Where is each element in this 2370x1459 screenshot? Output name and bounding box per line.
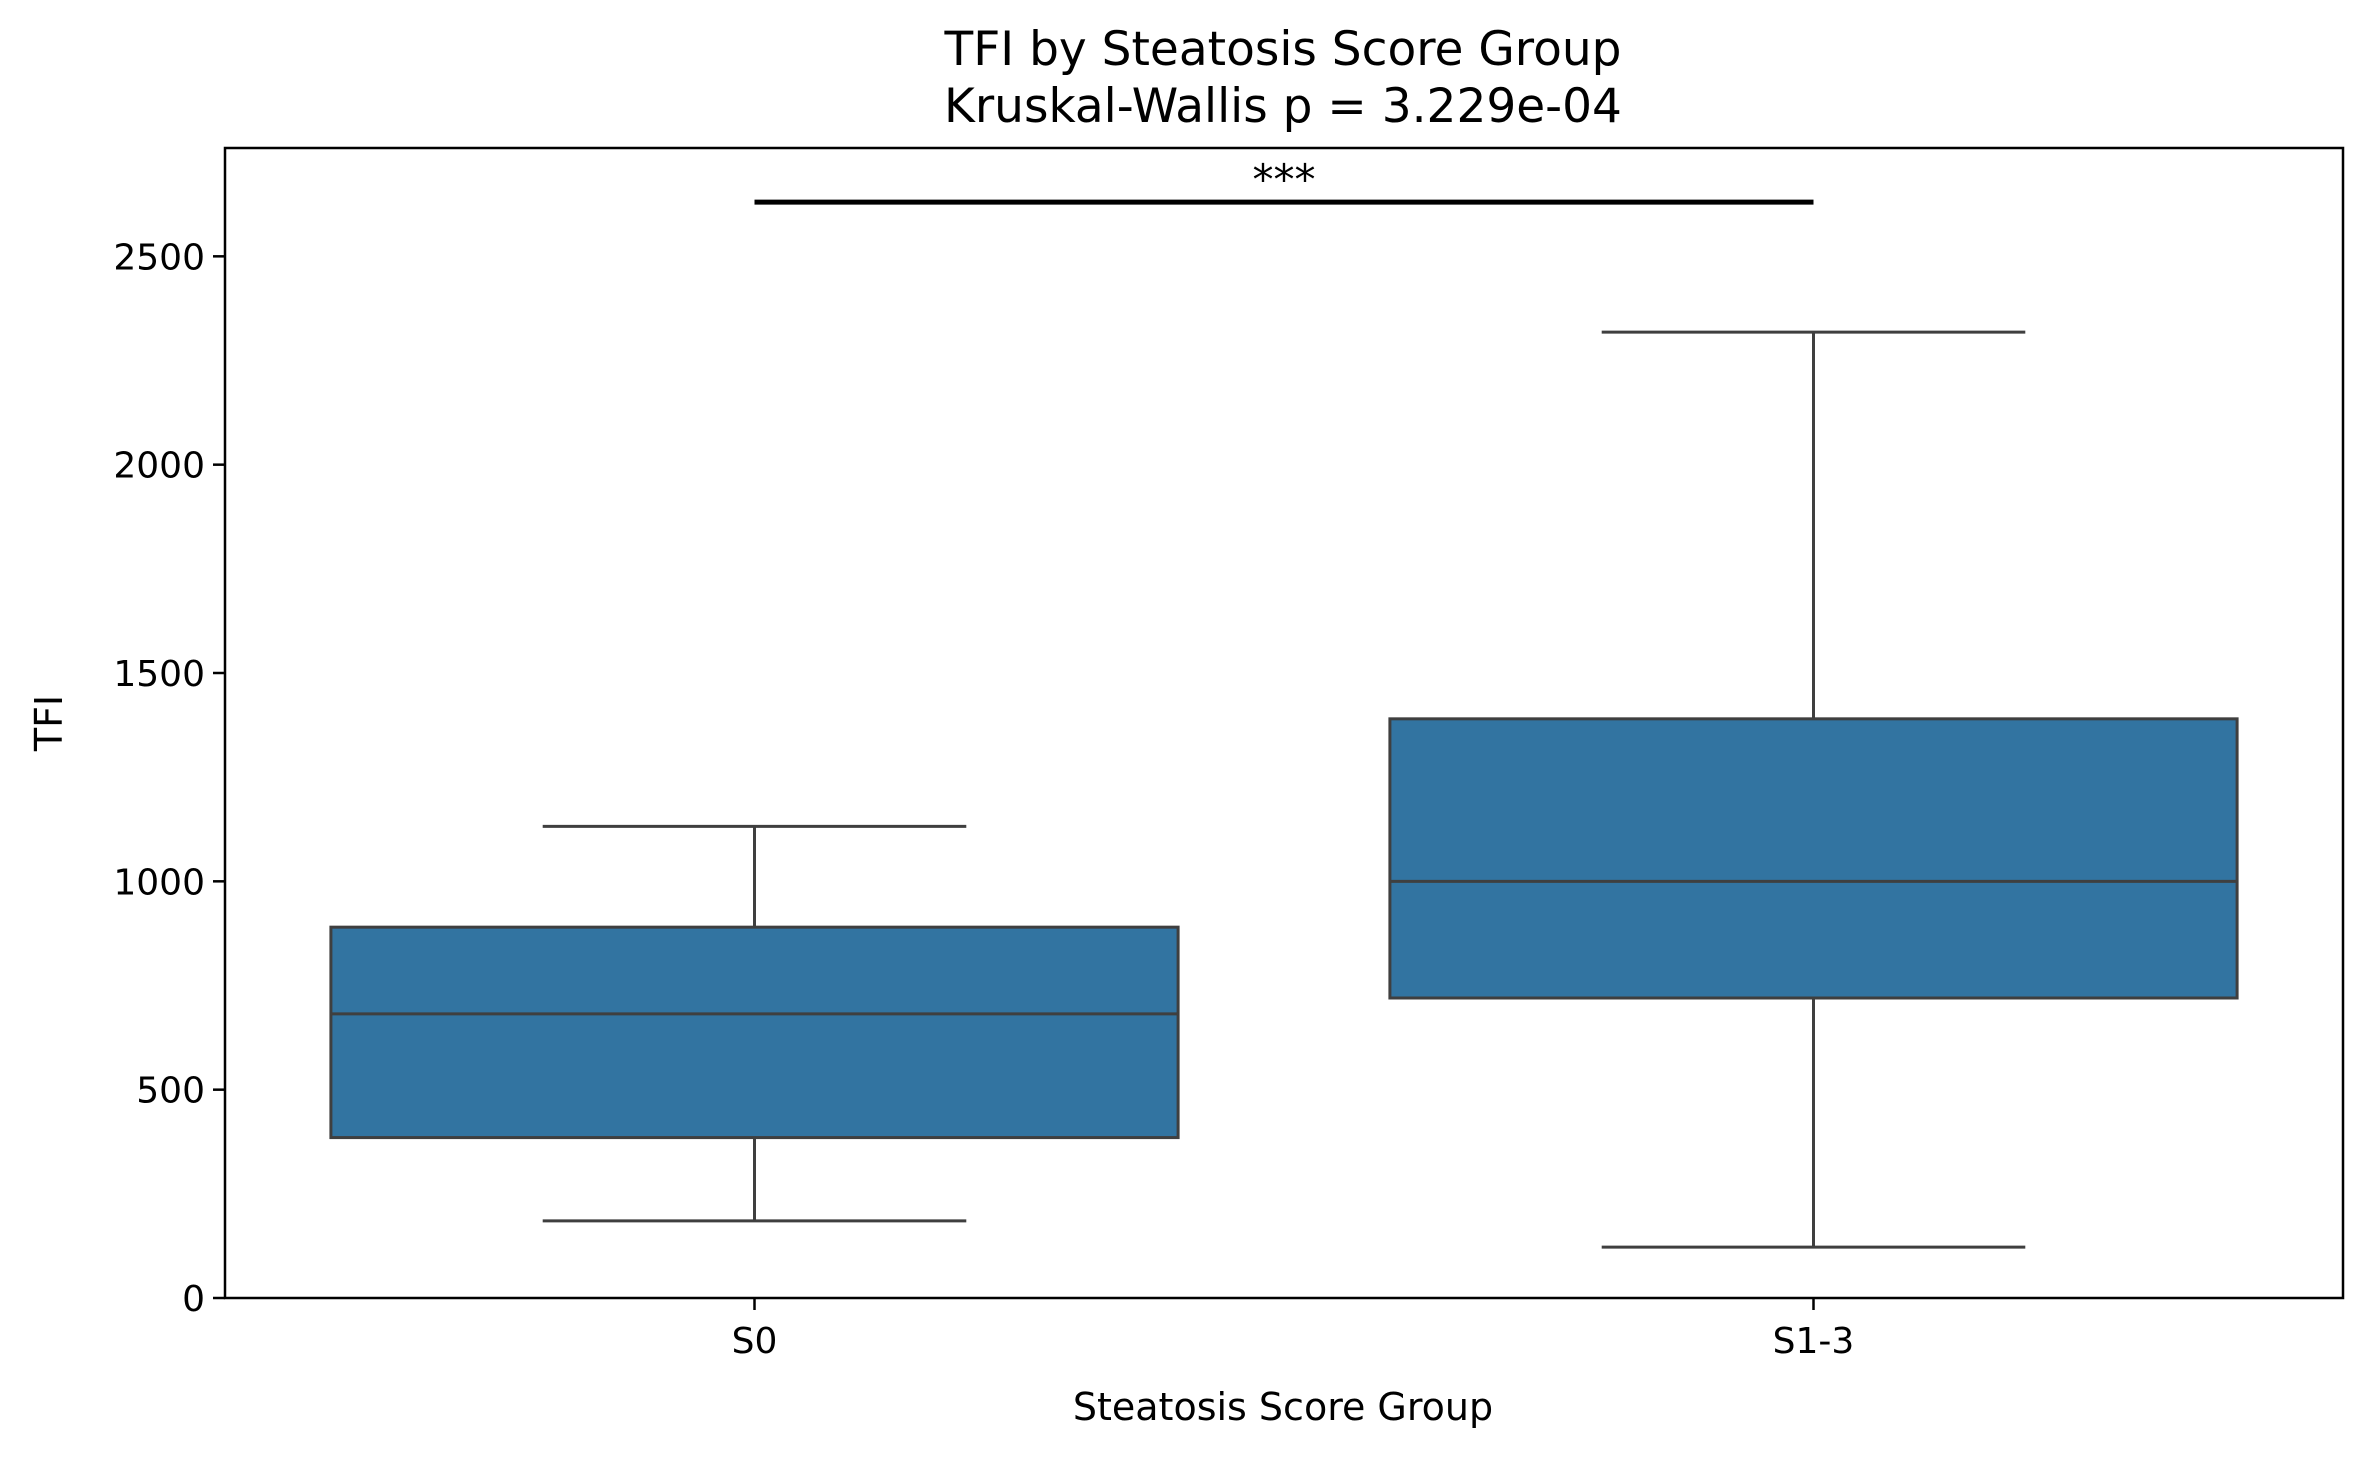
- chart-subtitle: Kruskal-Wallis p = 3.229e-04: [944, 79, 1622, 134]
- y-tick-label: 2500: [113, 237, 205, 278]
- x-tick-label: S1-3: [1773, 1321, 1855, 1362]
- box-s1-3: [1388, 330, 2239, 1249]
- y-tick-label: 1500: [113, 654, 205, 695]
- y-axis-label: TFI: [27, 695, 71, 752]
- significance-label: ***: [1253, 155, 1316, 204]
- plot-area-frame: [223, 146, 2345, 1300]
- y-tick-label: 1000: [113, 862, 205, 903]
- x-axis-label: Steatosis Score Group: [1073, 1385, 1493, 1429]
- x-axis: S0 S1-3: [732, 1298, 1855, 1362]
- significance-annotation: ***: [754, 155, 1814, 205]
- iqr-box: [329, 925, 1180, 1140]
- box-series: [329, 330, 2239, 1249]
- x-tick-label: S0: [732, 1321, 778, 1362]
- y-tick-label: 0: [182, 1279, 205, 1320]
- chart-title: TFI by Steatosis Score Group: [944, 22, 1622, 77]
- y-axis: 0 500 1000 1500 2000 2500: [113, 237, 225, 1320]
- iqr-box: [1388, 717, 2239, 1000]
- box-s0: [329, 824, 1180, 1223]
- y-tick-label: 500: [136, 1071, 205, 1112]
- y-tick-label: 2000: [113, 446, 205, 487]
